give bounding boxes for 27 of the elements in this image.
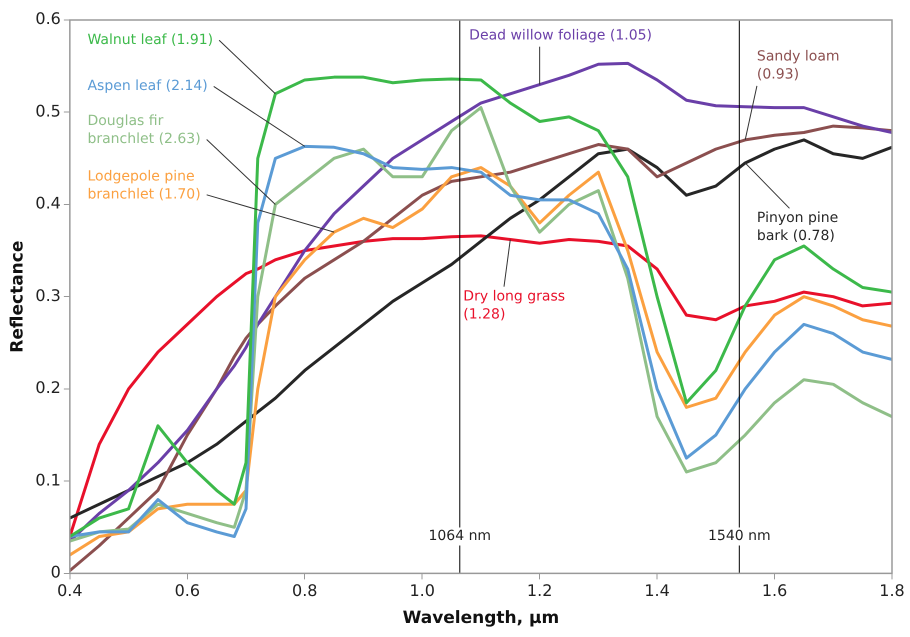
x-tick-label: 0.4 [57,581,83,600]
x-tick-label: 0.8 [292,581,318,600]
x-axis-title: Wavelength, µm [402,608,560,628]
x-tick-label: 1.6 [762,581,788,600]
x-tick-label: 0.6 [174,581,200,600]
x-tick-label: 1.0 [409,581,435,600]
text: Dead willow foliage (1.05) [469,27,652,44]
ref-line-label: 1064 nm [428,528,492,544]
y-tick-label: 0.4 [35,194,61,213]
x-tick-label: 1.8 [879,581,905,600]
y-tick-label: 0.2 [35,378,61,398]
text: Pinyon pine bark (0.78) [756,210,838,244]
y-tick-label: 0 [50,562,61,582]
text: Douglas fir branchlet (2.63) [87,113,201,148]
y-tick-label: 0.1 [35,470,61,490]
y-axis-title: Reflectance [8,240,28,353]
text: Walnut leaf (1.91) [87,32,214,48]
y-tick-label: 0.6 [35,9,61,28]
x-tick-label: 1.4 [644,581,670,600]
text: Lodgepole pine branchlet (1.70) [87,168,201,202]
text: Dry long grass (1.28) [463,288,566,322]
y-tick-label: 0.5 [35,101,61,120]
text: Aspen leaf (2.14) [87,78,208,94]
y-tick-label: 0.3 [35,286,61,305]
ref-line-label: 1540 nm [708,528,771,544]
x-tick-label: 1.2 [526,581,552,600]
text: Sandy loam (0.93) [756,48,840,83]
